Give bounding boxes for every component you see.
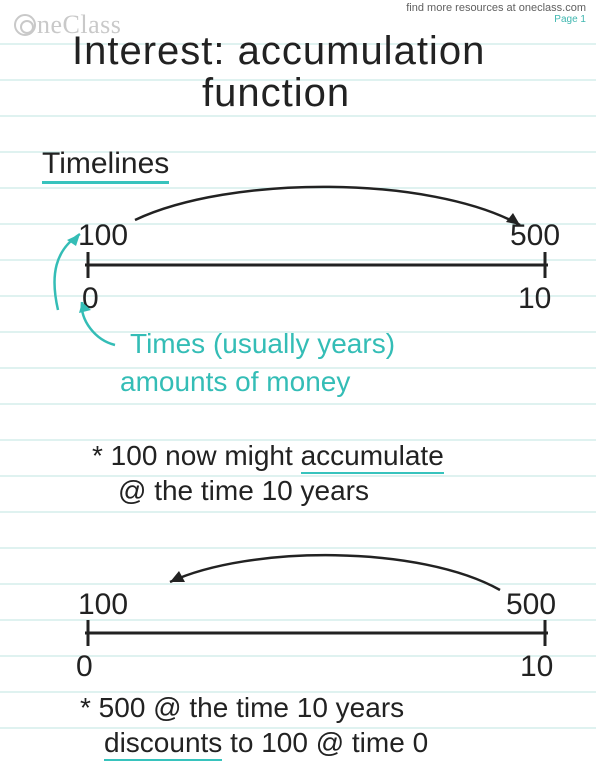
timeline-2-diagram	[0, 0, 596, 761]
discount-arc	[170, 555, 500, 590]
note2-part-b: discounts	[104, 727, 222, 761]
page-label: Page 1	[406, 14, 586, 25]
watermark-text: neClass	[37, 10, 121, 39]
watermark-logo: neClass	[14, 10, 121, 40]
note-discount: * 500 @ the time 10 years discounts to 1…	[80, 690, 590, 760]
note2-part-a: * 500 @ the time 10 years	[80, 692, 404, 723]
note-content: Interest: accumulation function Timeline…	[0, 0, 596, 761]
note2-part-c: to 100 @ time 0	[222, 727, 428, 758]
resource-link-text: find more resources at oneclass.com	[406, 2, 586, 14]
logo-o-icon	[14, 14, 36, 36]
resource-link[interactable]: find more resources at oneclass.com Page…	[406, 2, 586, 25]
